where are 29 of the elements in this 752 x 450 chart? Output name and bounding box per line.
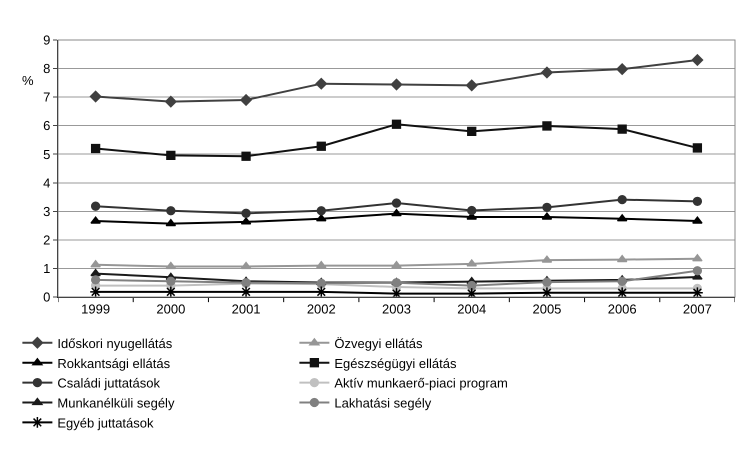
x-tick-label: 2002 [306,302,336,317]
legend-label: Aktív munkaerő-piaci program [334,376,508,391]
x-tick-label: 2001 [232,302,261,317]
x-tick-label: 2007 [682,302,712,317]
y-tick-label: 7 [43,90,50,105]
x-tick-label: 2006 [608,302,637,317]
y-axis-title: % [22,73,34,88]
y-tick-label: 5 [43,146,50,162]
x-tick-label: 2000 [156,302,186,317]
x-tick-label: 2003 [382,302,411,317]
legend-label: Családi juttatások [57,376,160,391]
y-tick-label: 3 [43,204,50,219]
x-tick-label: 2004 [457,302,486,317]
legend-label: Munkanélküli segély [57,396,175,411]
y-tick-label: 0 [43,290,50,305]
y-tick-label: 4 [43,175,50,190]
legend-label: Lakhatási segély [334,396,432,411]
legend-label: Egyéb juttatások [57,415,154,430]
y-tick-label: 6 [43,118,50,134]
legend-label: Időskori nyugellátás [57,336,173,351]
y-tick-label: 1 [43,260,50,276]
legend-label: Egészségügyi ellátás [334,356,458,371]
y-tick-label: 8 [43,61,50,76]
x-tick-label: 1999 [81,302,110,317]
y-tick-label: 9 [43,32,50,48]
y-tick-label: 2 [43,232,50,248]
x-tick-label: 2005 [532,302,562,317]
legend-label: Özvegyi ellátás [334,336,424,351]
legend-label: Rokkantsági ellátás [57,356,171,371]
